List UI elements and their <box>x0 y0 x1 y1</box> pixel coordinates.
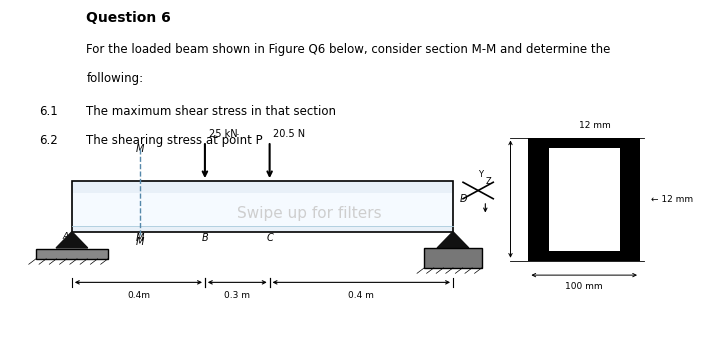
Text: 0.3 m: 0.3 m <box>224 291 250 300</box>
Bar <box>72 181 453 232</box>
Text: P: P <box>536 172 542 182</box>
Text: 0.4 m: 0.4 m <box>349 291 374 300</box>
Text: Question 6: Question 6 <box>86 11 171 25</box>
Text: Y: Y <box>478 170 483 179</box>
Text: 0.4m: 0.4m <box>127 291 150 300</box>
Text: 100 mm: 100 mm <box>565 282 603 291</box>
Text: The shearing stress at point P: The shearing stress at point P <box>86 134 263 147</box>
Text: 20.5 N: 20.5 N <box>273 129 306 139</box>
Text: B: B <box>201 233 209 244</box>
Polygon shape <box>437 232 469 248</box>
Text: D: D <box>460 194 467 204</box>
Text: 25 kN: 25 kN <box>209 129 237 139</box>
Polygon shape <box>56 232 88 248</box>
Text: 6.2: 6.2 <box>40 134 58 147</box>
Text: The maximum shear stress in that section: The maximum shear stress in that section <box>86 105 336 118</box>
Text: ← 12 mm: ← 12 mm <box>651 195 693 203</box>
Text: C: C <box>266 233 273 244</box>
Bar <box>549 148 620 251</box>
Bar <box>36 249 108 259</box>
Bar <box>424 248 482 268</box>
Text: A: A <box>62 232 68 241</box>
Text: 6.1: 6.1 <box>40 105 58 118</box>
Text: M: M <box>136 237 145 247</box>
Text: Z: Z <box>485 177 491 186</box>
Text: 12 mm: 12 mm <box>580 121 611 130</box>
Bar <box>73 193 452 226</box>
Text: M: M <box>136 144 145 154</box>
Text: Swipe up for filters: Swipe up for filters <box>237 206 382 221</box>
Text: following:: following: <box>86 72 143 85</box>
Bar <box>528 138 640 261</box>
Text: For the loaded beam shown in Figure Q6 below, consider section M-M and determine: For the loaded beam shown in Figure Q6 b… <box>86 43 610 56</box>
Text: M: M <box>136 233 145 244</box>
